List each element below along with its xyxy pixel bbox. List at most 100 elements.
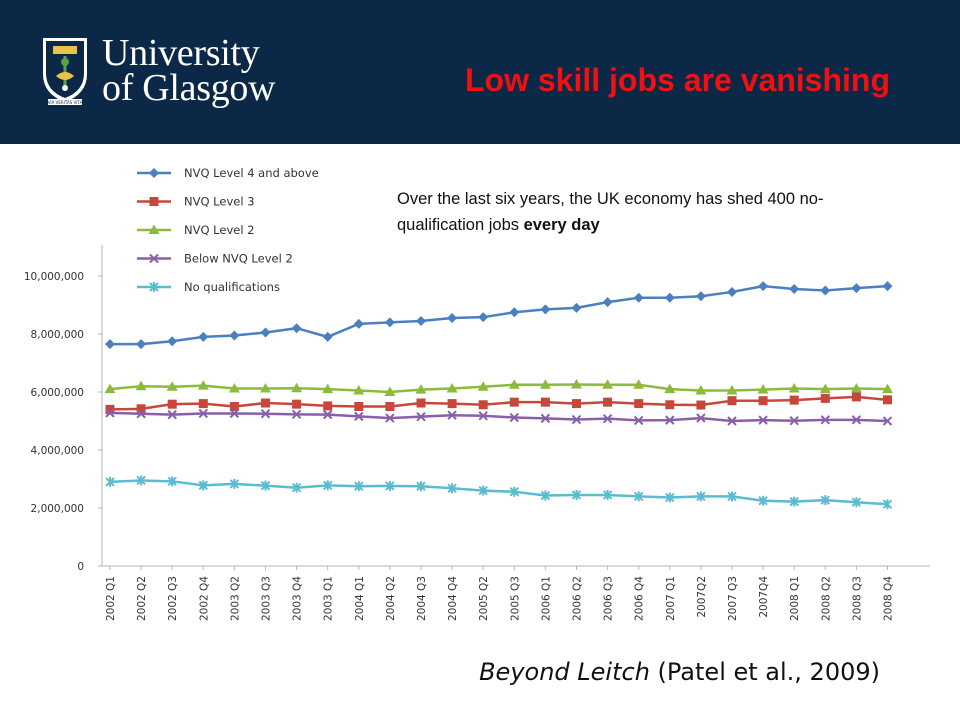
- data-point-s0: [260, 327, 271, 338]
- x-tick-label: 2005 Q3: [509, 576, 521, 621]
- data-point-s1: [385, 402, 395, 411]
- x-tick-label: 2006 Q1: [540, 576, 552, 621]
- data-point-s3: [509, 412, 520, 423]
- data-point-s1: [167, 399, 177, 409]
- x-tick-label: 2003 Q3: [261, 576, 273, 621]
- data-point-s4: [882, 499, 893, 510]
- data-point-s2: [571, 378, 582, 389]
- x-tick-label: 2002 Q4: [198, 576, 210, 621]
- x-tick-label: 2003 Q4: [292, 576, 304, 621]
- legend-marker: [149, 168, 159, 178]
- data-point-s2: [384, 386, 396, 396]
- data-point-s0: [727, 286, 737, 297]
- data-point-s2: [260, 383, 271, 393]
- slide-header: VIA VERITAS VITA University of Glasgow L…: [0, 0, 960, 144]
- x-tick-label: 2002 Q2: [136, 576, 148, 621]
- data-point-s4: [136, 475, 146, 486]
- citation-title: Beyond Leitch: [479, 658, 650, 686]
- series-line-0: [110, 284, 888, 346]
- x-tick-label: 2004 Q3: [416, 576, 428, 621]
- data-point-s4: [416, 481, 426, 492]
- data-point-s2: [322, 383, 334, 394]
- data-point-s2: [415, 384, 427, 394]
- data-point-s1: [229, 402, 239, 411]
- x-tick-label: 2002 Q1: [105, 576, 117, 621]
- legend-label: NVQ Level 2: [184, 223, 255, 237]
- annotation-note: Over the last six years, the UK economy …: [397, 186, 877, 238]
- data-point-s3: [571, 414, 582, 425]
- data-point-s4: [447, 483, 457, 494]
- data-point-s4: [478, 485, 488, 496]
- data-point-s4: [851, 497, 862, 508]
- data-point-s0: [105, 339, 115, 350]
- data-point-s0: [447, 313, 458, 324]
- data-point-s2: [882, 383, 893, 394]
- y-tick-label: 8,000,000: [31, 329, 84, 341]
- x-tick-label: 2008 Q3: [851, 576, 863, 621]
- x-tick-label: 2006 Q2: [572, 576, 584, 621]
- data-point-s3: [882, 416, 893, 426]
- legend-label: NVQ Level 3: [184, 195, 255, 209]
- data-point-s0: [695, 291, 706, 302]
- data-point-s3: [633, 415, 644, 426]
- data-point-s1: [105, 404, 115, 414]
- legend-marker: [149, 282, 159, 292]
- data-point-s1: [727, 396, 737, 406]
- data-point-s4: [665, 492, 675, 503]
- data-point-s2: [166, 381, 178, 391]
- data-point-s2: [446, 383, 458, 393]
- data-point-s3: [602, 413, 613, 424]
- data-point-s2: [819, 383, 831, 394]
- university-crest-icon: VIA VERITAS VITA: [43, 38, 87, 105]
- data-point-s0: [664, 292, 675, 303]
- data-point-s1: [478, 400, 488, 410]
- data-point-s1: [261, 398, 270, 408]
- data-point-s4: [633, 491, 644, 502]
- note-text: Over the last six years, the UK economy …: [397, 190, 824, 234]
- x-tick-label: 2007 Q3: [727, 576, 739, 621]
- data-point-s4: [291, 482, 302, 493]
- data-point-s2: [135, 380, 147, 391]
- data-point-s0: [167, 336, 178, 347]
- data-point-s4: [758, 495, 768, 506]
- data-point-s1: [540, 397, 550, 407]
- data-point-s0: [384, 317, 395, 328]
- data-point-s1: [820, 393, 830, 403]
- slide-title: Low skill jobs are vanishing: [465, 62, 890, 98]
- data-point-s1: [851, 392, 861, 402]
- data-point-s0: [571, 302, 582, 313]
- data-point-s3: [851, 415, 862, 425]
- university-name-line1: University: [102, 32, 260, 74]
- data-point-s2: [695, 385, 707, 395]
- data-point-s2: [291, 382, 303, 393]
- x-tick-label: 2003 Q2: [229, 576, 241, 621]
- data-point-s3: [198, 408, 209, 419]
- legend-label: NVQ Level 4 and above: [184, 166, 319, 180]
- data-point-s3: [229, 408, 240, 419]
- x-tick-label: 2004 Q4: [447, 576, 459, 621]
- data-point-s0: [136, 339, 147, 350]
- citation: Beyond Leitch (Patel et al., 2009): [440, 658, 880, 686]
- data-point-s4: [820, 495, 831, 506]
- data-point-s4: [789, 496, 799, 507]
- data-point-s0: [198, 331, 209, 342]
- data-point-s4: [727, 491, 737, 502]
- data-point-s1: [136, 404, 146, 414]
- x-tick-label: 2006 Q4: [634, 576, 646, 621]
- university-name-line2: of Glasgow: [102, 67, 276, 109]
- data-point-s3: [665, 415, 675, 425]
- data-point-s3: [385, 413, 395, 423]
- data-point-s4: [105, 476, 115, 487]
- x-tick-label: 2006 Q3: [603, 576, 615, 621]
- data-point-s0: [851, 283, 862, 294]
- data-point-s4: [385, 480, 395, 491]
- data-point-s0: [509, 307, 520, 318]
- data-point-s4: [260, 480, 271, 491]
- data-point-s0: [820, 285, 831, 296]
- citation-authors: (Patel et al., 2009): [657, 658, 880, 686]
- data-point-s0: [758, 281, 769, 292]
- data-point-s1: [758, 396, 768, 406]
- y-tick-label: 4,000,000: [31, 445, 84, 457]
- x-tick-label: 2008 Q1: [789, 576, 801, 621]
- x-tick-label: 2004 Q1: [354, 576, 366, 621]
